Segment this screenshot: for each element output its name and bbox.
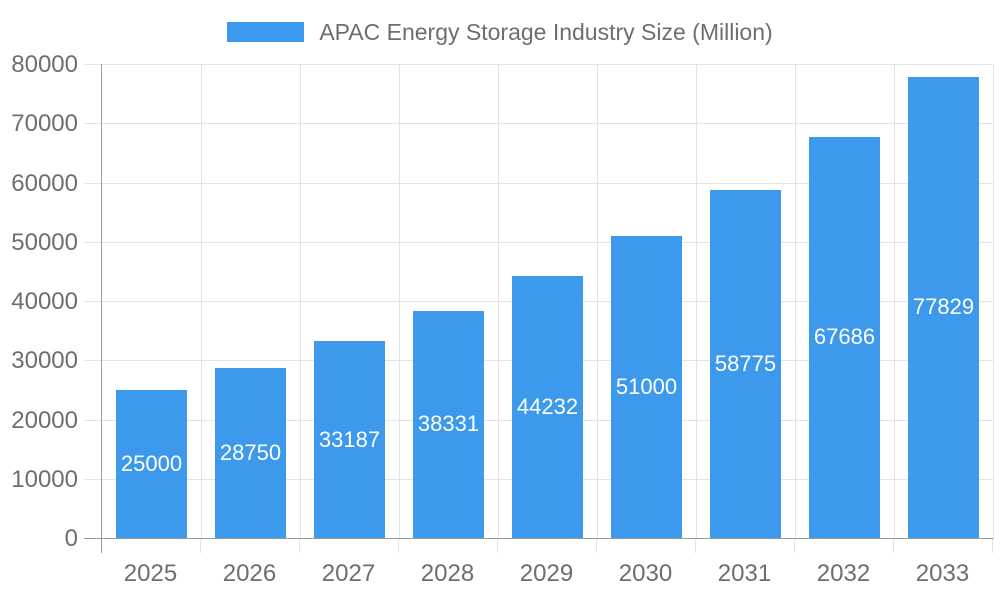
x-axis-tick-6 (695, 539, 696, 553)
x-axis-label-2029: 2029 (519, 560, 574, 587)
gridline-x-3 (399, 64, 400, 538)
y-axis-tick-10000 (84, 478, 101, 480)
bar-value-label: 58775 (714, 350, 777, 376)
bar-2025[interactable]: 25000 (116, 389, 187, 538)
y-axis-label-30000: 30000 (11, 347, 78, 375)
bar-2033[interactable]: 77829 (908, 76, 979, 538)
gridline-y-80000 (102, 64, 993, 65)
y-axis-label-0: 0 (64, 525, 78, 552)
y-axis-label-60000: 60000 (11, 169, 78, 197)
x-axis-tick-9 (992, 539, 993, 553)
x-axis-tick-8 (893, 539, 894, 553)
gridline-x-4 (498, 64, 499, 538)
y-axis-tick-50000 (84, 241, 101, 243)
gridline-x-2 (300, 64, 301, 538)
bar-2031[interactable]: 58775 (710, 189, 781, 538)
x-axis-tick-7 (794, 539, 795, 553)
x-axis-tick-1 (200, 539, 201, 553)
x-axis-label-2033: 2033 (915, 560, 970, 587)
bar-value-label: 25000 (120, 450, 183, 476)
x-axis-label-2025: 2025 (123, 560, 178, 587)
y-axis-tick-30000 (84, 360, 101, 362)
y-axis-label-80000: 80000 (11, 51, 78, 78)
bar-value-label: 38331 (417, 411, 480, 437)
y-axis-tick-20000 (84, 419, 101, 421)
bar-2027[interactable]: 33187 (314, 341, 385, 538)
x-axis-tick-3 (398, 539, 399, 553)
x-axis-label-2027: 2027 (321, 560, 376, 587)
legend-label: APAC Energy Storage Industry Size (Milli… (319, 18, 773, 45)
x-axis-label-2028: 2028 (420, 560, 475, 587)
gridline-y-60000 (102, 182, 993, 184)
bar-value-label: 67686 (813, 324, 876, 350)
bar-value-label: 44232 (516, 393, 579, 419)
x-axis-tick-5 (596, 539, 597, 553)
x-axis-label-2030: 2030 (618, 560, 673, 587)
gridline-x-8 (894, 64, 895, 538)
bar-2028[interactable]: 38331 (413, 310, 484, 538)
x-axis-tick-0 (101, 539, 102, 553)
gridline-y-50000 (102, 241, 993, 243)
bar-value-label: 28750 (219, 439, 282, 465)
y-axis-tick-80000 (84, 64, 101, 65)
y-axis-tick-40000 (84, 301, 101, 302)
y-axis-tick-70000 (84, 123, 101, 125)
bar-value-label: 33187 (318, 426, 381, 452)
gridline-y-70000 (102, 123, 993, 125)
bar-value-label: 77829 (912, 294, 975, 320)
y-axis-label-40000: 40000 (11, 288, 78, 315)
gridline-x-6 (696, 64, 697, 538)
x-axis-tick-4 (497, 539, 498, 553)
plot-area: 25000 28750 33187 38331 44232 51000 58775 67686… (101, 64, 994, 539)
x-axis-tick-2 (299, 539, 300, 553)
bar-2029[interactable]: 44232 (512, 275, 583, 538)
legend-swatch-icon (227, 22, 305, 42)
y-axis-label-70000: 70000 (11, 110, 78, 138)
legend[interactable]: APAC Energy Storage Industry Size (Milli… (0, 16, 1000, 48)
y-axis-label-20000: 20000 (11, 406, 78, 434)
x-axis-label-2032: 2032 (816, 560, 871, 587)
gridline-x-7 (795, 64, 796, 538)
bar-2026[interactable]: 28750 (215, 367, 286, 538)
bar-2032[interactable]: 67686 (809, 136, 880, 538)
y-axis-label-50000: 50000 (11, 228, 78, 256)
bar-value-label: 51000 (615, 373, 678, 399)
gridline-x-1 (201, 64, 202, 538)
x-axis-label-2031: 2031 (717, 560, 772, 587)
y-axis-label-10000: 10000 (11, 465, 78, 493)
y-axis-tick-0 (84, 538, 101, 539)
x-axis-label-2026: 2026 (222, 560, 277, 587)
gridline-x-5 (597, 64, 598, 538)
y-axis-tick-60000 (84, 182, 101, 184)
bar-2030[interactable]: 51000 (611, 235, 682, 538)
